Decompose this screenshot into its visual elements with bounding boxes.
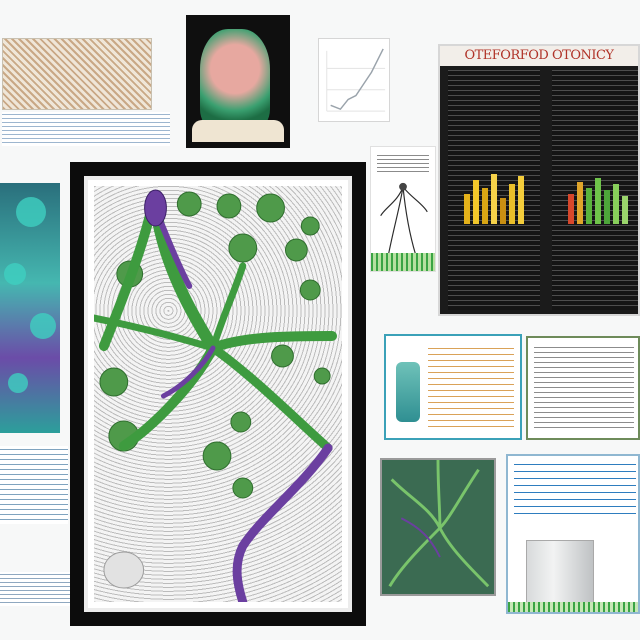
document-card-equipment bbox=[506, 454, 640, 614]
root-tip-bulb bbox=[144, 189, 167, 227]
research-poster: OTEFORFOD OTONICY bbox=[438, 44, 640, 316]
document-card-diagram bbox=[526, 336, 640, 440]
poster-bar bbox=[586, 188, 592, 224]
poster-bar bbox=[613, 184, 619, 224]
poster-bar-chart-left bbox=[464, 172, 524, 224]
cell-spot bbox=[16, 197, 46, 227]
texture-roots bbox=[388, 460, 490, 588]
poster-bar bbox=[500, 198, 506, 224]
poster-title: OTEFORFOD OTONICY bbox=[440, 46, 638, 66]
cell-spot bbox=[8, 373, 28, 393]
caption-text-lines bbox=[2, 112, 170, 146]
document-thumbnail bbox=[396, 362, 420, 422]
specimen-illustration-topleft bbox=[2, 38, 152, 110]
main-illustration-art bbox=[94, 186, 342, 602]
specimen-base bbox=[192, 120, 284, 142]
poster-bar bbox=[464, 194, 470, 224]
mini-chart-curve bbox=[330, 48, 384, 111]
plant-sketch-card bbox=[370, 146, 436, 272]
poster-bar bbox=[622, 196, 628, 224]
caption-text-lines-left-bottom bbox=[0, 572, 70, 606]
cell-spot bbox=[30, 313, 56, 339]
sketched-rock bbox=[103, 551, 145, 589]
poster-bar bbox=[577, 182, 583, 224]
root-texture-svg bbox=[382, 460, 494, 594]
document-heading-lines bbox=[514, 462, 636, 520]
main-root-illustration-frame bbox=[70, 162, 366, 626]
cell-structure-strip bbox=[0, 183, 60, 433]
mini-chart-grid bbox=[326, 50, 386, 112]
mini-line-chart bbox=[318, 38, 390, 122]
poster-bar bbox=[509, 184, 515, 224]
root-network-svg bbox=[94, 189, 338, 602]
root-tissue-illustration bbox=[186, 15, 290, 148]
poster-bar bbox=[491, 174, 497, 224]
tissue-blob bbox=[200, 29, 270, 129]
equipment-cabinet-illustration bbox=[526, 540, 594, 610]
poster-bar bbox=[604, 190, 610, 224]
document-card-teal bbox=[384, 334, 522, 440]
plant-card-caption bbox=[377, 153, 429, 175]
plant-card-grass bbox=[371, 253, 435, 271]
document-grass-strip bbox=[508, 602, 638, 612]
main-illustration-mat bbox=[84, 176, 352, 612]
root-texture-photo bbox=[380, 458, 496, 596]
poster-bar bbox=[482, 188, 488, 224]
plant-sketch-svg bbox=[380, 182, 428, 255]
poster-bar bbox=[568, 194, 574, 224]
poster-bar bbox=[595, 178, 601, 224]
mini-line-chart-svg bbox=[326, 48, 386, 112]
poster-bar bbox=[473, 180, 479, 224]
caption-text-lines-left bbox=[0, 446, 68, 524]
poster-bar bbox=[518, 176, 524, 224]
cell-spot bbox=[4, 263, 26, 285]
poster-bar-chart-right bbox=[568, 172, 628, 224]
document-text-lines bbox=[428, 346, 514, 432]
document-text-lines bbox=[534, 344, 634, 432]
